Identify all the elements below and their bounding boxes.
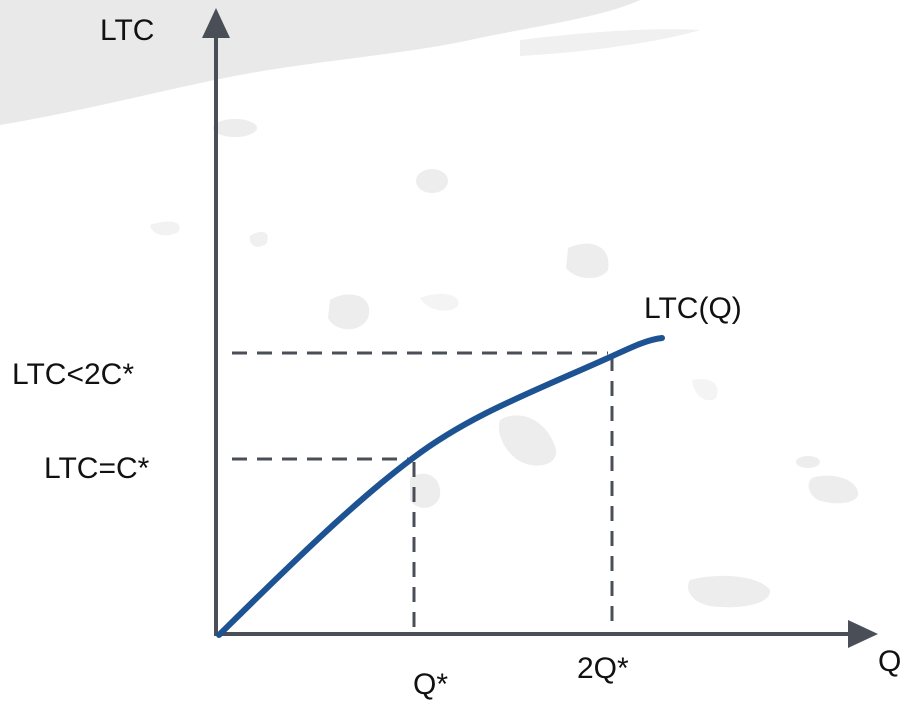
splash-4	[328, 294, 370, 330]
x-axis-label: Q	[878, 645, 901, 678]
axes	[202, 8, 878, 648]
x-tick-label-2q-star: 2Q*	[577, 652, 629, 685]
top-left-splash	[0, 0, 640, 125]
y-tick-label-high: LTC<2C*	[12, 358, 134, 391]
curve-label: LTC(Q)	[644, 292, 742, 325]
y-axis-arrow-icon	[202, 8, 230, 38]
splash-11	[688, 575, 771, 608]
x-tick-label-q-star: Q*	[413, 668, 448, 701]
splash-3	[566, 243, 609, 279]
splash-10	[796, 456, 820, 468]
splash-5	[249, 231, 268, 247]
splash-6	[150, 221, 180, 236]
background-splashes	[0, 0, 859, 608]
top-streak	[520, 29, 700, 56]
guide-lines	[232, 351, 614, 628]
splash-8	[410, 473, 441, 508]
splash-2	[416, 169, 448, 193]
y-tick-label-low: LTC=C*	[44, 452, 150, 485]
splash-9	[808, 475, 859, 504]
y-axis-label: LTC	[100, 14, 154, 47]
splash-1	[213, 119, 257, 137]
splash-13	[692, 378, 718, 401]
splash-12	[420, 293, 459, 311]
ltc-curve	[216, 335, 665, 638]
x-axis-arrow-icon	[848, 620, 878, 648]
splash-7	[498, 415, 557, 466]
